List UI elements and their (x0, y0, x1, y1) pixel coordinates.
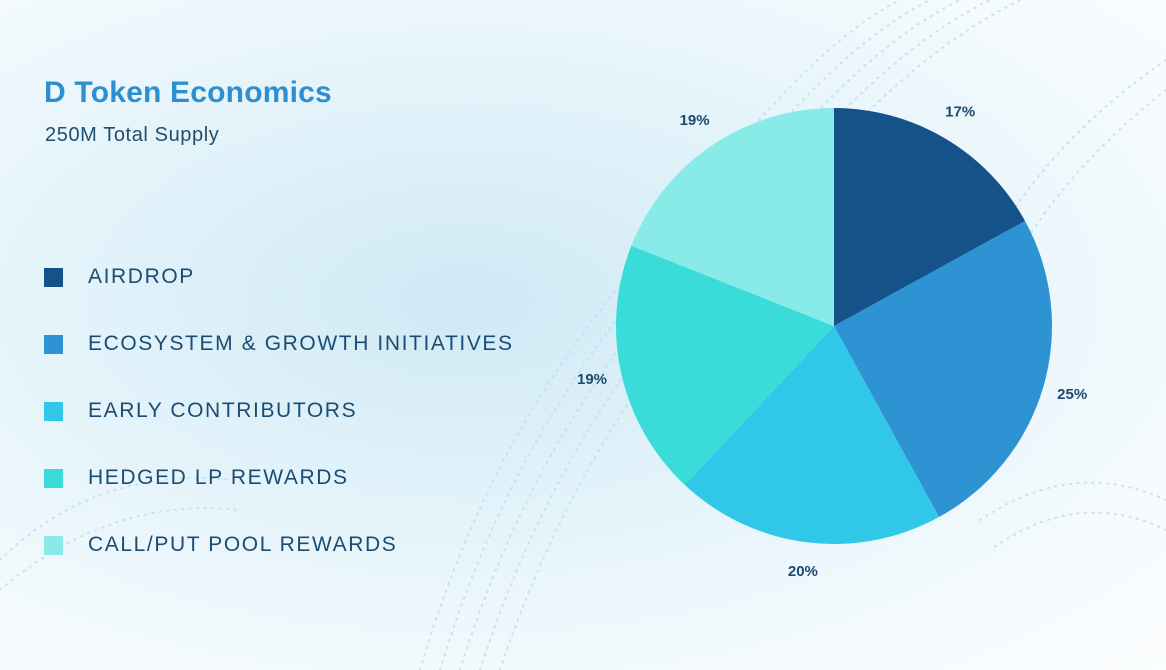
legend-label: HEDGED LP REWARDS (88, 466, 349, 489)
pie-slice-early-contributors (684, 326, 940, 544)
pie-data-label: 19% (577, 371, 607, 388)
legend-item-early-contributors: EARLY CONTRIBUTORS (44, 394, 514, 428)
legend-swatch (44, 468, 63, 488)
legend-label: AIRDROP (88, 265, 195, 288)
pie-data-label: 19% (680, 112, 710, 129)
legend-item-ecosystem-growth: ECOSYSTEM & GROWTH INITIATIVES (44, 327, 514, 361)
legend-item-hedged-lp-rewards: HEDGED LP REWARDS (44, 461, 514, 495)
pie-slice-airdrop (834, 108, 1026, 326)
page-title: D Token Economics (44, 76, 332, 109)
page-subtitle: 250M Total Supply (45, 124, 220, 146)
legend-swatch (44, 535, 63, 555)
legend-item-airdrop: AIRDROP (44, 260, 514, 294)
pie-slice-ecosystem-growth-initiatives (834, 220, 1052, 518)
legend-swatch (44, 334, 63, 354)
pie-data-label: 20% (788, 563, 818, 580)
legend-swatch (44, 267, 63, 287)
pie-slice-call-put-pool-rewards (631, 108, 834, 326)
pie-slice-hedged-lp-rewards (616, 245, 834, 485)
pie-data-label: 25% (1057, 386, 1087, 403)
chart-legend: AIRDROP ECOSYSTEM & GROWTH INITIATIVES E… (44, 260, 514, 595)
legend-item-call-put-pool-rewards: CALL/PUT POOL REWARDS (44, 528, 514, 562)
legend-swatch (44, 401, 63, 421)
legend-label: ECOSYSTEM & GROWTH INITIATIVES (88, 332, 514, 355)
legend-label: EARLY CONTRIBUTORS (88, 399, 358, 422)
pie-data-label: 17% (945, 103, 975, 120)
legend-label: CALL/PUT POOL REWARDS (88, 533, 398, 556)
